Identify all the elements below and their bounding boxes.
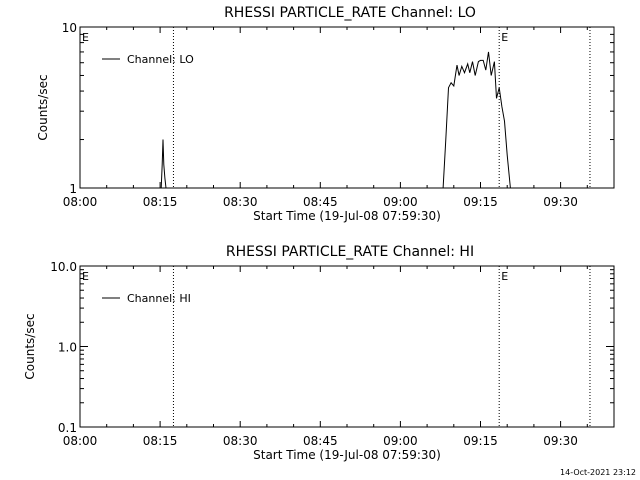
y-tick-label: 10.0	[50, 260, 77, 274]
legend-label: Channel: LO	[127, 53, 194, 66]
x-tick-label: 09:15	[463, 434, 498, 448]
plot-frame	[79, 26, 615, 189]
x-tick-label: 08:00	[63, 434, 98, 448]
chart-panel-1: RHESSI PARTICLE_RATE Channel: LO 08:00 08:…	[36, 5, 615, 223]
x-axis-label: Start Time (19-Jul-08 07:59:30)	[253, 448, 441, 462]
x-tick-label: 08:15	[143, 434, 178, 448]
chart-panel-2: RHESSI PARTICLE_RATE Channel: HI 08:00 08:…	[23, 244, 615, 462]
y-axis-label: Counts/sec	[36, 74, 50, 140]
x-tick-label: 09:00	[383, 195, 418, 209]
plot-frame	[79, 265, 615, 428]
event-marker: E	[82, 270, 89, 283]
x-tick-label: 08:15	[143, 195, 178, 209]
x-tick-label: 09:15	[463, 195, 498, 209]
x-tick-label: 08:45	[303, 195, 338, 209]
x-tick-label: 09:30	[543, 195, 578, 209]
x-tick-label: 09:00	[383, 434, 418, 448]
x-axis-label: Start Time (19-Jul-08 07:59:30)	[253, 209, 441, 223]
event-marker: E	[501, 270, 508, 283]
x-tick-label: 08:00	[63, 195, 98, 209]
footer-timestamp: 14-Oct-2021 23:12	[560, 468, 636, 477]
y-tick-label: 0.1	[58, 421, 77, 435]
y-tick-label: 1.0	[58, 341, 77, 355]
y-axis-label: Counts/sec	[23, 313, 37, 379]
series-line-1	[160, 51, 513, 189]
x-tick-label: 08:45	[303, 434, 338, 448]
y-tick-label: 10	[62, 21, 77, 35]
x-tick-label: 08:30	[223, 195, 258, 209]
chart-title: RHESSI PARTICLE_RATE Channel: HI	[226, 244, 474, 260]
chart-title: RHESSI PARTICLE_RATE Channel: LO	[224, 5, 476, 21]
y-tick-label: 1	[69, 182, 77, 196]
x-tick-label: 09:30	[543, 434, 578, 448]
legend-label: Channel: HI	[127, 292, 191, 305]
x-tick-label: 08:30	[223, 434, 258, 448]
event-marker: E	[501, 31, 508, 44]
event-marker: E	[82, 31, 89, 44]
